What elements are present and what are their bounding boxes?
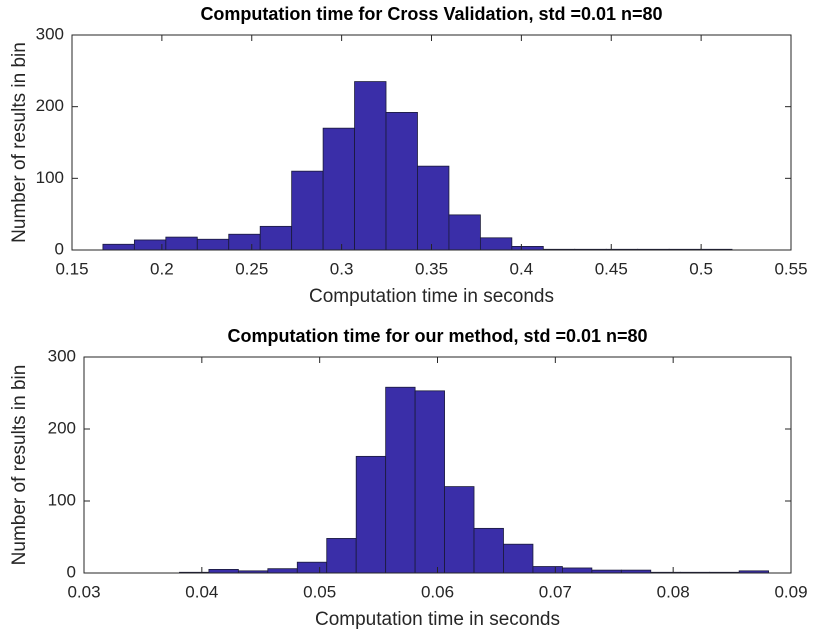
bar	[296, 561, 328, 574]
y-tick-label: 0	[55, 239, 64, 258]
bar	[503, 543, 534, 574]
x-tick-label: 0.09	[774, 582, 807, 601]
x-tick-label: 0.04	[185, 582, 218, 601]
x-tick-label: 0.25	[235, 259, 268, 278]
x-axis-label: Computation time in seconds	[309, 286, 554, 307]
bar	[354, 81, 387, 251]
x-tick-label: 0.35	[415, 259, 448, 278]
y-tick-label: 0	[67, 562, 76, 581]
chart-title: Computation time for our method, std =0.…	[227, 326, 647, 346]
bar	[532, 566, 563, 574]
bar	[479, 237, 513, 251]
bar	[417, 165, 450, 251]
bar	[165, 236, 198, 251]
x-tick-label: 0.05	[303, 582, 336, 601]
bar	[228, 233, 261, 251]
x-tick-label: 0.07	[539, 582, 572, 601]
x-tick-label: 0.3	[330, 259, 354, 278]
bar	[267, 568, 298, 574]
bar	[322, 127, 355, 251]
x-tick-label: 0.45	[595, 259, 628, 278]
x-tick-label: 0.55	[774, 259, 807, 278]
y-tick-label: 100	[48, 490, 76, 509]
bar	[562, 567, 593, 574]
x-axis-label: Computation time in seconds	[315, 609, 560, 630]
bar	[133, 239, 167, 251]
x-tick-label: 0.06	[421, 582, 454, 601]
x-tick-label: 0.03	[67, 582, 100, 601]
bar	[385, 386, 416, 574]
bar	[208, 569, 239, 574]
bar	[102, 243, 135, 251]
y-tick-label: 100	[36, 168, 64, 187]
x-tick-label: 0.15	[55, 259, 88, 278]
bar	[326, 538, 357, 574]
y-tick-label: 200	[36, 96, 64, 115]
bar	[291, 170, 324, 251]
y-tick-label: 300	[48, 346, 76, 365]
bar	[444, 486, 475, 574]
x-tick-label: 0.4	[510, 259, 534, 278]
chart-title: Computation time for Cross Validation, s…	[200, 4, 662, 24]
y-axis-label: Number of results in bin	[9, 42, 30, 243]
bar	[196, 238, 230, 251]
x-tick-label: 0.2	[150, 259, 174, 278]
y-axis-label: Number of results in bin	[9, 365, 30, 566]
bar	[511, 246, 544, 251]
bar	[385, 112, 418, 251]
bar	[414, 390, 445, 574]
y-tick-label: 200	[48, 418, 76, 437]
x-tick-label: 0.08	[657, 582, 690, 601]
bar	[259, 225, 293, 251]
bar	[448, 214, 481, 251]
y-tick-label: 300	[36, 24, 64, 43]
bar	[355, 455, 387, 574]
bar	[473, 527, 504, 574]
x-tick-label: 0.5	[689, 259, 713, 278]
